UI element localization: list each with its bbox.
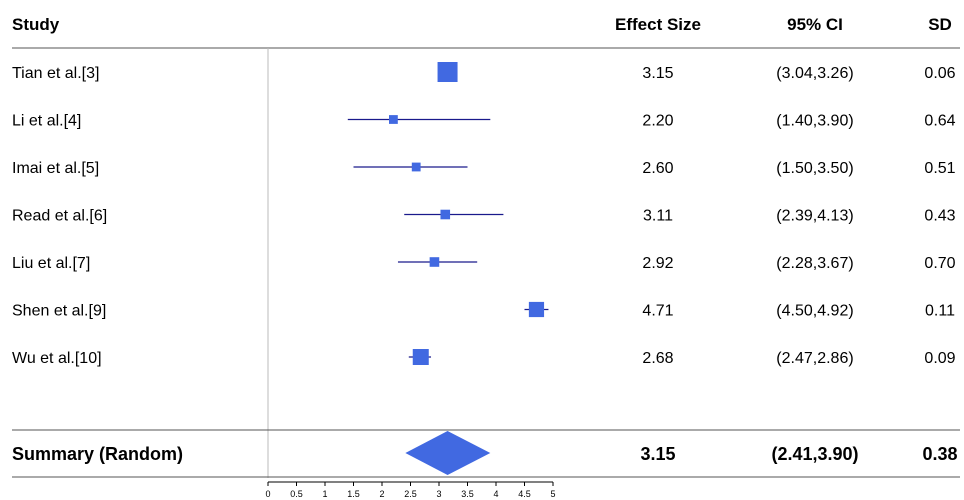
study-row: Read et al.[6] 3.11 (2.39,4.13) 0.43: [12, 208, 956, 225]
effect-marker: [528, 301, 545, 318]
effect-marker: [411, 162, 421, 172]
ci-value: (1.40,3.90): [776, 113, 853, 130]
summary-ci-value: (2.41,3.90): [771, 444, 858, 464]
effect-size-value: 3.11: [643, 208, 673, 225]
study-row: Shen et al.[9] 4.71 (4.50,4.92) 0.11: [12, 301, 955, 320]
ci-value: (2.47,2.86): [776, 350, 853, 367]
sd-value: 0.64: [924, 113, 955, 130]
study-name: Imai et al.[5]: [12, 160, 99, 177]
study-name: Read et al.[6]: [12, 208, 107, 225]
study-name: Shen et al.[9]: [12, 303, 106, 320]
header-study: Study: [12, 15, 60, 34]
summary-name: Summary (Random): [12, 444, 183, 464]
summary-effect-value: 3.15: [640, 444, 675, 464]
study-name: Tian et al.[3]: [12, 65, 99, 82]
x-tick-label: 3.5: [461, 489, 474, 499]
effect-size-value: 2.20: [642, 113, 673, 130]
x-tick-label: 3: [436, 489, 441, 499]
study-row: Wu et al.[10] 2.68 (2.47,2.86) 0.09: [12, 349, 956, 367]
summary-sd-value: 0.38: [922, 444, 957, 464]
sd-value: 0.11: [925, 303, 955, 320]
sd-value: 0.06: [924, 65, 955, 82]
effect-marker: [440, 209, 451, 220]
header-sd: SD: [928, 15, 952, 34]
study-row: Liu et al.[7] 2.92 (2.28,3.67) 0.70: [12, 255, 956, 272]
effect-size-value: 3.15: [642, 65, 673, 82]
ci-value: (2.28,3.67): [776, 255, 853, 272]
effect-marker: [389, 115, 398, 124]
x-tick-label: 0: [265, 489, 270, 499]
effect-marker: [429, 257, 440, 267]
x-tick-label: 5: [550, 489, 555, 499]
effect-size-value: 2.68: [642, 350, 673, 367]
summary-row: Summary (Random) 3.15 (2.41,3.90) 0.38: [12, 431, 958, 475]
x-tick-label: 0.5: [290, 489, 303, 499]
effect-size-value: 4.71: [642, 303, 673, 320]
effect-size-value: 2.92: [642, 255, 673, 272]
study-name: Wu et al.[10]: [12, 350, 102, 367]
x-tick-label: 2: [379, 489, 384, 499]
study-row: Tian et al.[3] 3.15 (3.04,3.26) 0.06: [12, 62, 956, 82]
x-tick-label: 1: [322, 489, 327, 499]
ci-value: (2.39,4.13): [776, 208, 853, 225]
study-row: Li et al.[4] 2.20 (1.40,3.90) 0.64: [12, 113, 956, 130]
x-tick-label: 4: [493, 489, 498, 499]
ci-value: (4.50,4.92): [776, 303, 853, 320]
header-ci: 95% CI: [787, 15, 843, 34]
sd-value: 0.51: [924, 160, 955, 177]
sd-value: 0.70: [924, 255, 955, 272]
ci-value: (1.50,3.50): [776, 160, 853, 177]
x-tick-label: 4.5: [518, 489, 531, 499]
ci-value: (3.04,3.26): [776, 65, 853, 82]
effect-marker: [437, 62, 458, 82]
header-effect-size: Effect Size: [615, 15, 701, 34]
x-tick-label: 1.5: [347, 489, 360, 499]
study-name: Liu et al.[7]: [12, 255, 90, 272]
study-name: Li et al.[4]: [12, 113, 81, 130]
sd-value: 0.43: [924, 208, 955, 225]
study-row: Imai et al.[5] 2.60 (1.50,3.50) 0.51: [12, 160, 956, 177]
x-axis: 0 0.5 1 1.5 2 2.5 3 3.5 4 4.5 5: [265, 481, 556, 499]
effect-marker: [412, 349, 429, 365]
summary-diamond: [405, 431, 491, 475]
x-tick-label: 2.5: [404, 489, 417, 499]
sd-value: 0.09: [924, 350, 955, 367]
effect-size-value: 2.60: [642, 160, 673, 177]
